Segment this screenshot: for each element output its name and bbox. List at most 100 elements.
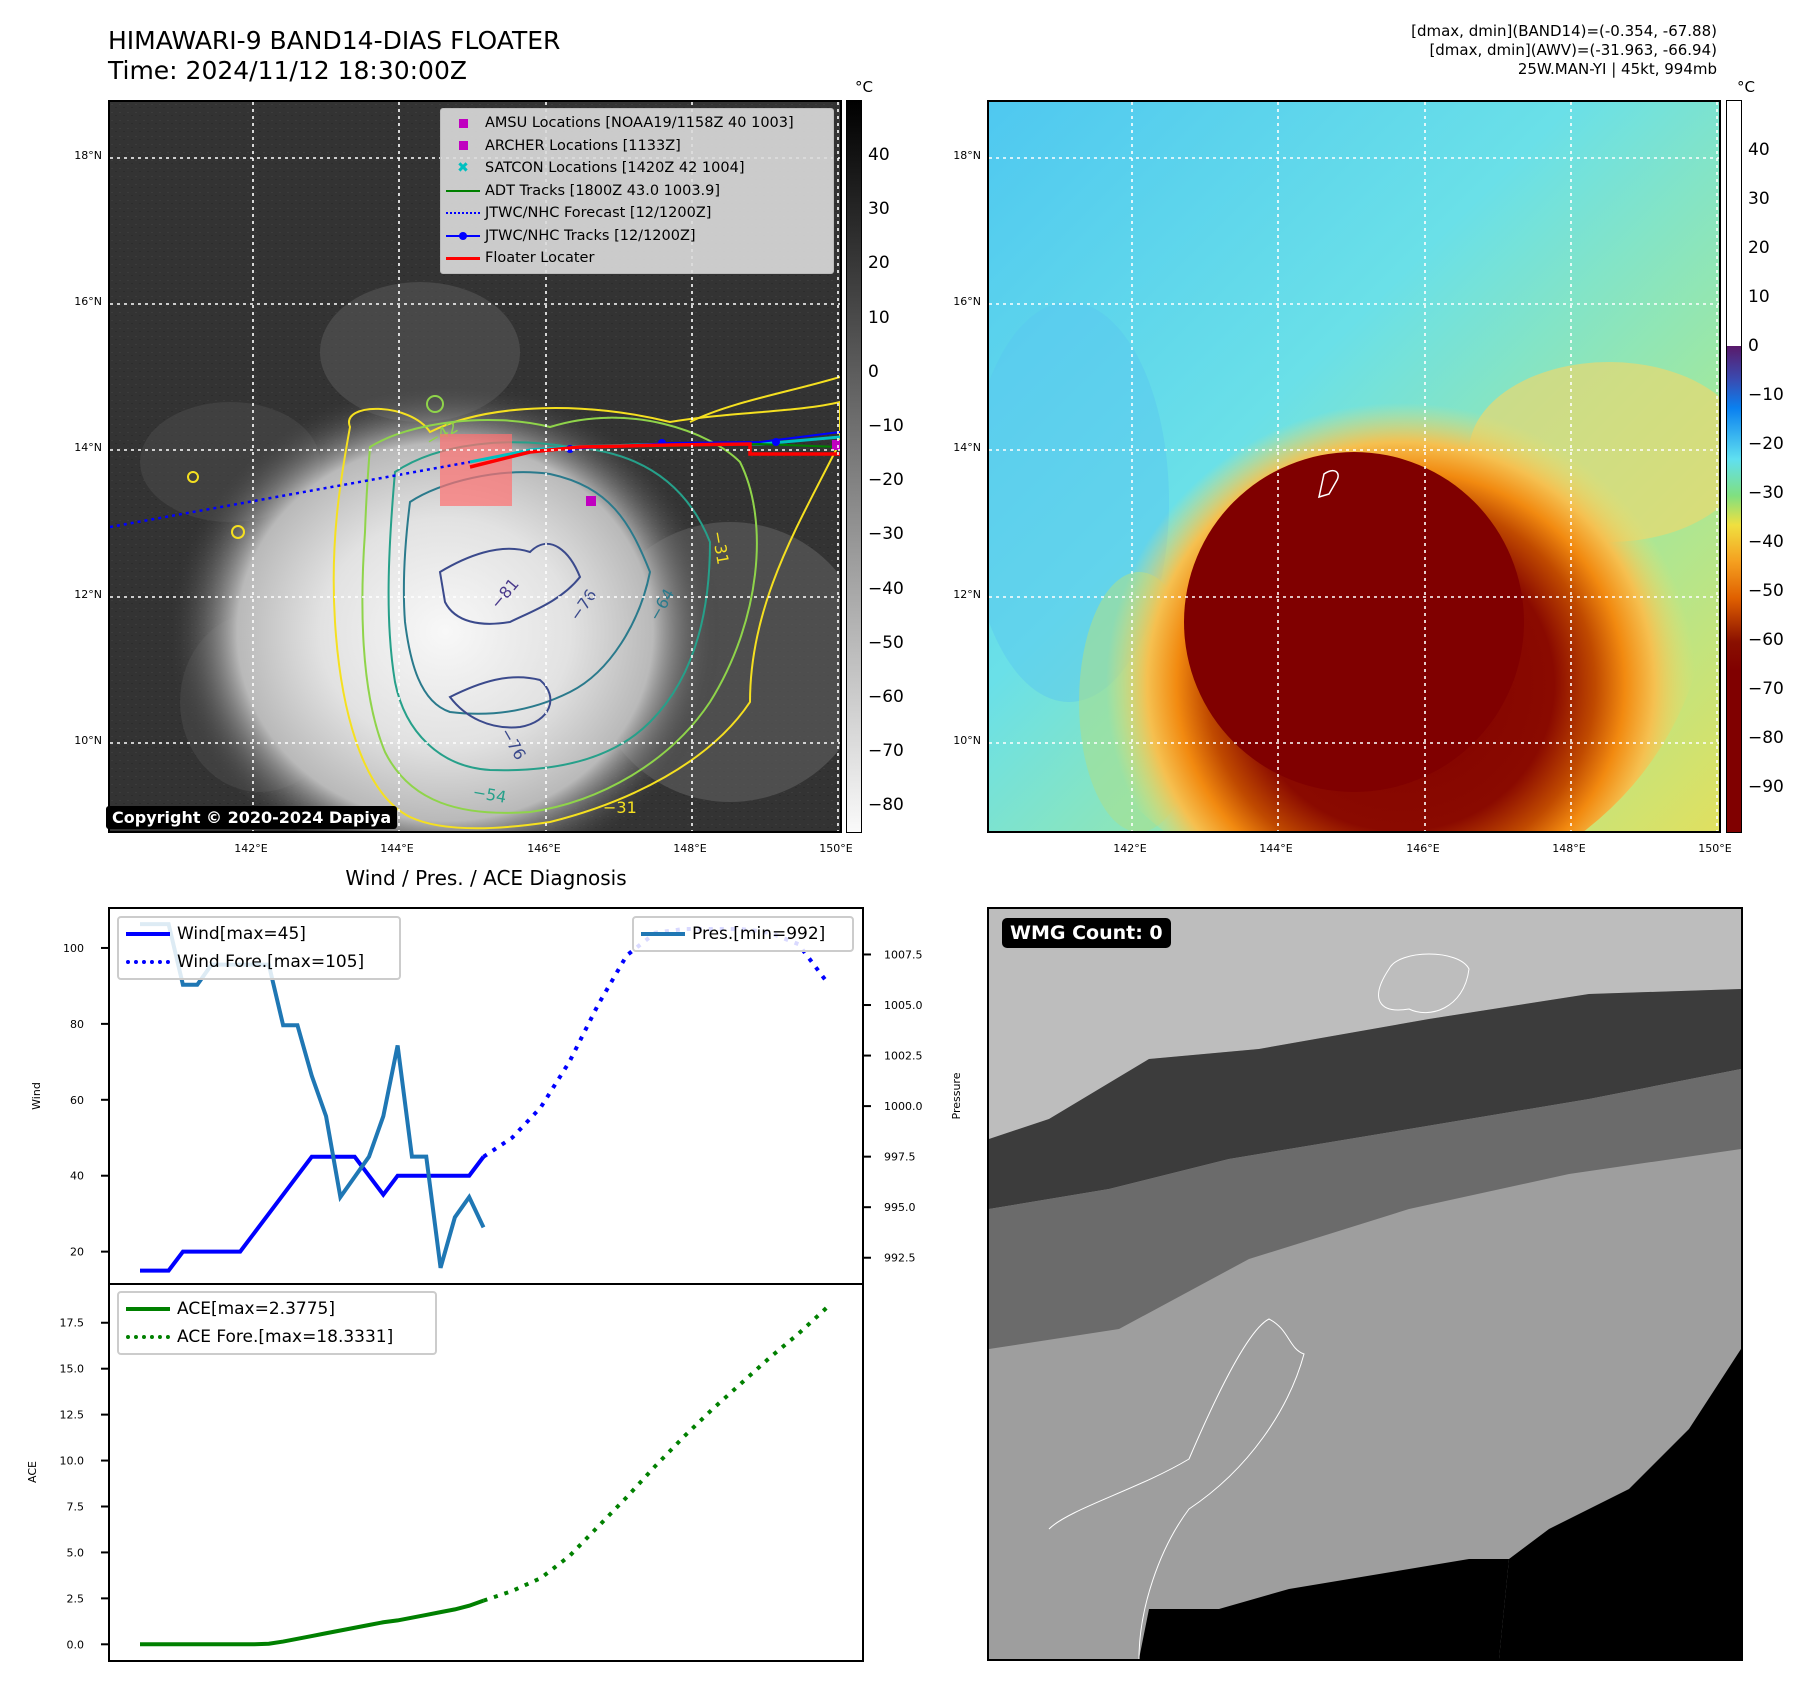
legend-label: ACE Fore.[max=18.3331] xyxy=(177,1327,394,1347)
ace-series-0-line xyxy=(140,1598,485,1647)
ace-tick-label: 2.5 xyxy=(67,1592,85,1605)
colorbar-tick-label: 10 xyxy=(1748,287,1770,307)
colorbar-tick-label: −80 xyxy=(868,795,904,816)
colorbar-tick-label: −80 xyxy=(1748,728,1784,748)
ace-legend: ACE[max=2.3775] ACE Fore.[max=18.3331] xyxy=(117,1291,437,1355)
pressure-tick-label: 997.5 xyxy=(884,1151,916,1164)
legend-label: Floater Locater xyxy=(485,250,595,267)
legend-label: AMSU Locations [NOAA19/1158Z 40 1003] xyxy=(485,115,794,132)
ace-tick-label: 0.0 xyxy=(67,1638,85,1651)
wind-tick-label: 40 xyxy=(70,1170,84,1183)
colorbar-tick-label: −70 xyxy=(1748,679,1784,699)
ace-tick-label: 10.0 xyxy=(60,1455,85,1468)
wind-series-0-line xyxy=(140,1154,486,1273)
solid-line-icon xyxy=(126,1307,170,1311)
legend-item-floater: Floater Locater xyxy=(441,247,833,270)
legend-label: ARCHER Locations [1133Z] xyxy=(485,137,681,154)
colorbar-tick-label: 30 xyxy=(868,199,890,220)
jtwc-forecast-track xyxy=(110,460,471,529)
lon-tick-label: 146°E xyxy=(527,842,561,855)
legend-item-adt: ADT Tracks [1800Z 43.0 1003.9] xyxy=(441,180,833,203)
dotted-line-icon xyxy=(126,960,170,964)
lat-tick-label: 10°N xyxy=(953,734,981,747)
legend-item-amsu: AMSU Locations [NOAA19/1158Z 40 1003] xyxy=(441,112,833,135)
lat-tick-label: 12°N xyxy=(74,588,102,601)
lon-tick-label: 144°E xyxy=(380,842,414,855)
wind-tick-label: 100 xyxy=(63,942,84,955)
title-line-1: HIMAWARI-9 BAND14-DIAS FLOATER xyxy=(108,26,561,55)
wmg-count-badge: WMG Count: 0 xyxy=(1002,918,1171,948)
lon-tick-label: 142°E xyxy=(234,842,268,855)
pressure-legend: Pres.[min=992] xyxy=(632,916,854,952)
line-dot-icon xyxy=(446,231,480,240)
legend-label: Wind[max=45] xyxy=(177,924,306,944)
wind-tick-label: 60 xyxy=(70,1094,84,1107)
lat-tick-label: 14°N xyxy=(74,441,102,454)
legend-label: ADT Tracks [1800Z 43.0 1003.9] xyxy=(485,182,721,199)
pressure-tick-label: 1000.0 xyxy=(884,1100,923,1113)
wmg-image xyxy=(989,909,1741,1659)
legend-item-jtwc-tracks: JTWC/NHC Tracks [12/1200Z] xyxy=(441,225,833,248)
solid-line-icon xyxy=(446,256,480,260)
amsu-location-marker xyxy=(832,440,840,450)
x-marker-icon: ✖ xyxy=(457,160,469,177)
left-map-legend: AMSU Locations [NOAA19/1158Z 40 1003] AR… xyxy=(440,108,834,274)
ace-tick-label: 12.5 xyxy=(60,1409,85,1422)
colorbar-tick-label: −60 xyxy=(868,687,904,707)
wind-tick-label: 80 xyxy=(70,1018,84,1031)
right-map-panel xyxy=(987,100,1721,833)
pressure-tick-label: 995.0 xyxy=(884,1201,916,1214)
floater-locater-track xyxy=(469,442,840,469)
square-marker-icon xyxy=(458,141,468,151)
colorbar-tick-label: −10 xyxy=(1748,385,1784,405)
floater-box xyxy=(440,434,512,506)
solid-line-icon xyxy=(641,932,685,936)
right-map-image xyxy=(989,102,1719,831)
colorbar-tick-label: −30 xyxy=(1748,483,1784,503)
lon-tick-label: 146°E xyxy=(1406,842,1440,855)
colorbar-tick-label: −60 xyxy=(1748,630,1784,650)
wmg-panel xyxy=(987,907,1743,1661)
left-colorbar-unit: °C xyxy=(855,78,873,96)
wind-axis-label: Wind xyxy=(30,1082,43,1110)
diagnosis-title: Wind / Pres. / ACE Diagnosis xyxy=(345,866,627,890)
pressure-tick-label: 1007.5 xyxy=(884,948,923,961)
colorbar-tick-label: 0 xyxy=(1748,336,1759,356)
legend-item-wind-fore: Wind Fore.[max=105] xyxy=(119,948,399,976)
lon-tick-label: 148°E xyxy=(673,842,707,855)
lat-tick-label: 10°N xyxy=(74,734,102,747)
ace-tick-label: 5.0 xyxy=(67,1546,85,1559)
colorbar-tick-label: 20 xyxy=(1748,238,1770,258)
colorbar-tick-label: 40 xyxy=(1748,140,1770,160)
right-colorbar-unit: °C xyxy=(1737,78,1755,96)
colorbar-tick-label: −40 xyxy=(1748,532,1784,552)
info-storm-summary: 25W.MAN-YI | 45kt, 994mb xyxy=(1517,60,1717,78)
lon-tick-label: 150°E xyxy=(819,842,853,855)
lat-tick-label: 18°N xyxy=(74,149,102,162)
legend-item-archer: ARCHER Locations [1133Z] xyxy=(441,135,833,158)
lon-tick-label: 142°E xyxy=(1113,842,1147,855)
colorbar-tick-label: −90 xyxy=(1748,777,1784,797)
colorbar-tick-label: 0 xyxy=(868,361,879,382)
colorbar-tick-label: −50 xyxy=(1748,581,1784,601)
info-awv-range: [dmax, dmin](AWV)=(-31.963, -66.94) xyxy=(1429,41,1717,59)
colorbar-tick-label: −20 xyxy=(868,470,904,491)
lat-tick-label: 12°N xyxy=(953,588,981,601)
wind-tick-label: 20 xyxy=(70,1246,84,1259)
colorbar-tick-label: 30 xyxy=(1748,189,1770,209)
legend-item-wind: Wind[max=45] xyxy=(119,920,399,948)
legend-item-ace-fore: ACE Fore.[max=18.3331] xyxy=(119,1323,435,1351)
title-line-2: Time: 2024/11/12 18:30:00Z xyxy=(108,56,467,85)
figure-title: HIMAWARI-9 BAND14-DIAS FLOATER Time: 2024… xyxy=(108,26,560,86)
archer-location-marker xyxy=(586,496,596,506)
colorbar-tick-label: 10 xyxy=(868,307,890,328)
lon-tick-label: 150°E xyxy=(1698,842,1732,855)
contour-label: −31 xyxy=(603,798,637,817)
wind-legend: Wind[max=45] Wind Fore.[max=105] xyxy=(117,916,401,980)
colorbar-tick-label: −10 xyxy=(868,416,904,436)
lat-tick-label: 16°N xyxy=(953,295,981,308)
legend-item-satcon: ✖ SATCON Locations [1420Z 42 1004] xyxy=(441,157,833,180)
right-colorbar xyxy=(1726,100,1742,833)
left-colorbar xyxy=(846,100,862,833)
legend-label: ACE[max=2.3775] xyxy=(177,1299,335,1319)
